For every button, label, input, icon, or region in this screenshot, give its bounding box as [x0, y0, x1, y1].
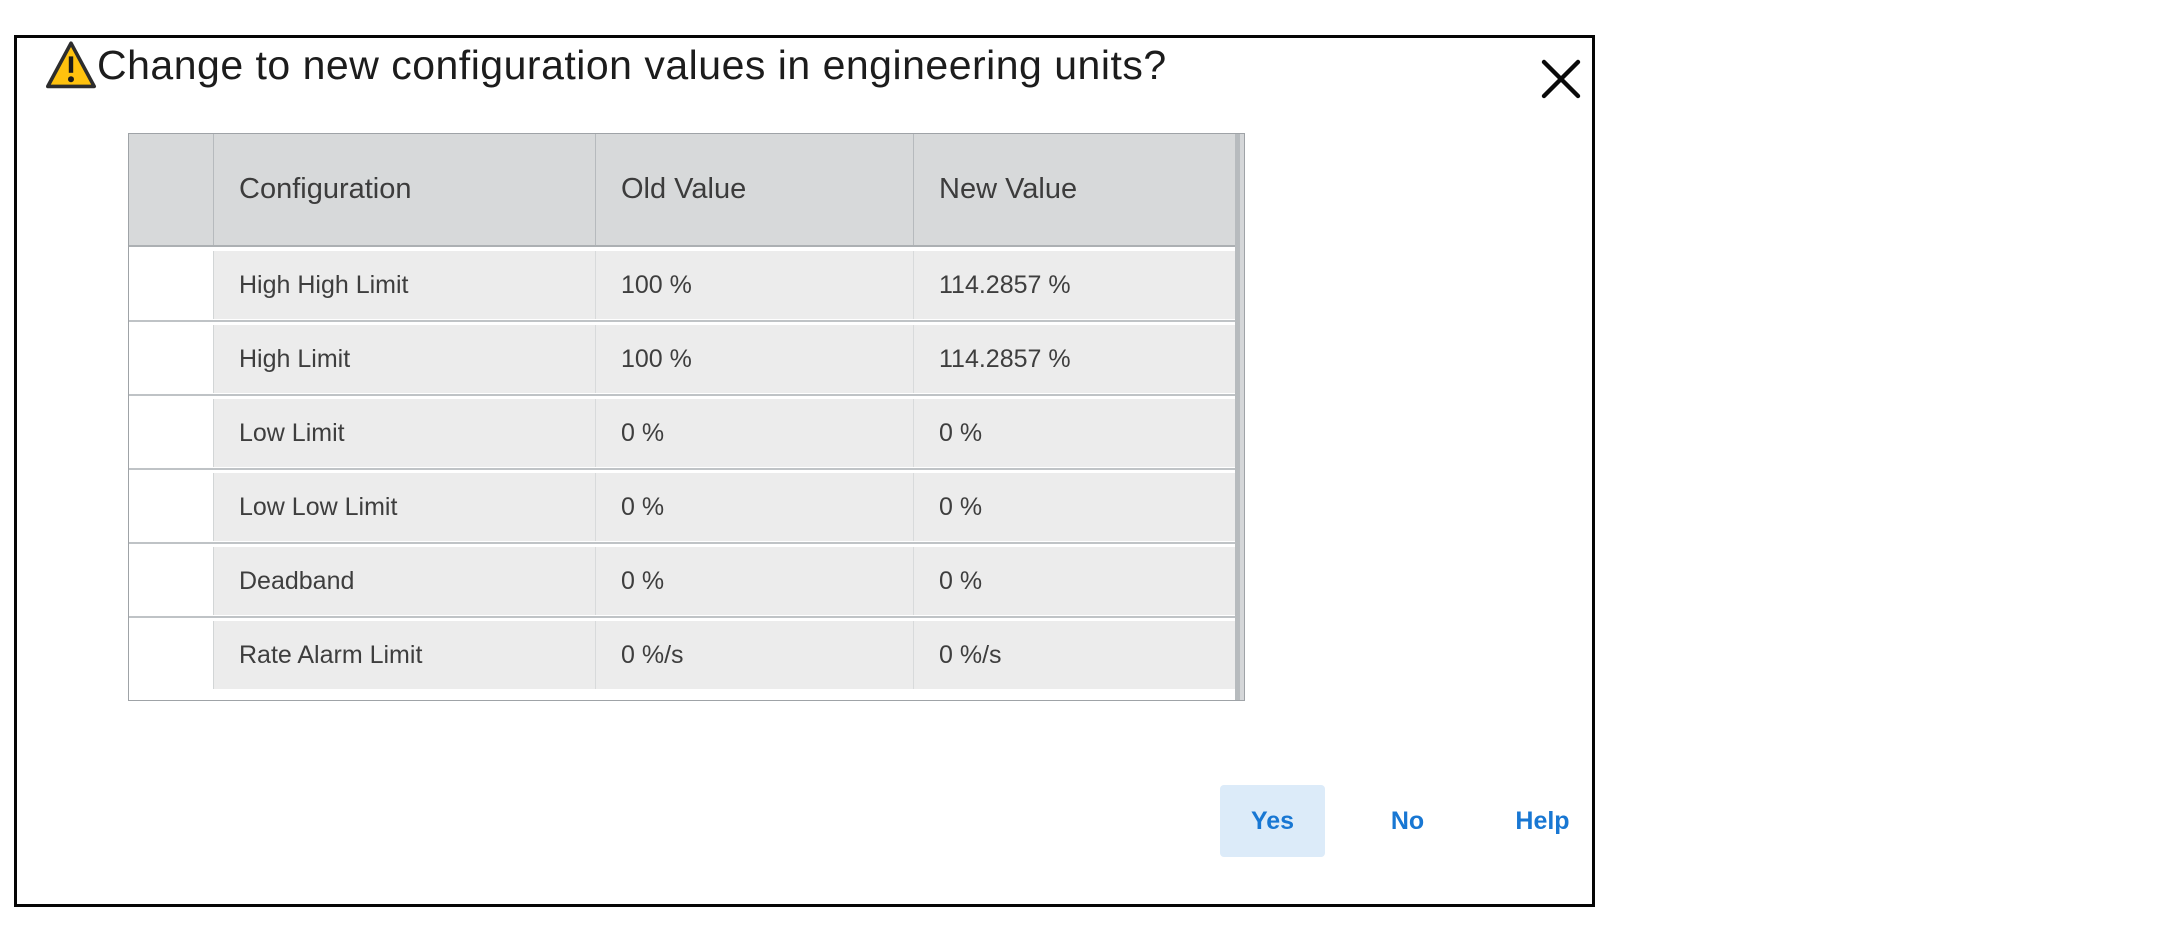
configuration-cell: Low Limit — [214, 399, 596, 467]
configuration-cell: High High Limit — [214, 251, 596, 319]
row-handle-cell — [129, 473, 214, 541]
row-handle-cell — [129, 251, 214, 319]
row-handle-header-cell — [129, 134, 214, 245]
new-value-cell: 0 % — [914, 547, 1235, 615]
vertical-scrollbar[interactable] — [1235, 134, 1244, 700]
table-header-row: Configuration Old Value New Value — [129, 134, 1235, 247]
close-button[interactable] — [1535, 53, 1587, 105]
row-handle-cell — [129, 621, 214, 689]
old-value-cell: 0 %/s — [596, 621, 914, 689]
new-value-cell: 0 % — [914, 473, 1235, 541]
configuration-cell: High Limit — [214, 325, 596, 393]
column-header-old-value: Old Value — [596, 134, 914, 245]
old-value-cell: 0 % — [596, 547, 914, 615]
row-separator — [129, 615, 1235, 621]
table-row: Low Low Limit 0 % 0 % — [129, 473, 1235, 541]
no-button[interactable]: No — [1355, 785, 1460, 857]
table-row: Rate Alarm Limit 0 %/s 0 %/s — [129, 621, 1235, 689]
close-icon — [1541, 59, 1581, 99]
configuration-cell: Rate Alarm Limit — [214, 621, 596, 689]
new-value-cell: 114.2857 % — [914, 325, 1235, 393]
row-separator — [129, 393, 1235, 399]
table-row: Deadband 0 % 0 % — [129, 547, 1235, 615]
warning-icon — [46, 41, 96, 89]
row-handle-cell — [129, 547, 214, 615]
old-value-cell: 0 % — [596, 473, 914, 541]
table-row: Low Limit 0 % 0 % — [129, 399, 1235, 467]
row-separator — [129, 541, 1235, 547]
row-handle-cell — [129, 399, 214, 467]
row-separator — [129, 319, 1235, 325]
row-separator — [129, 467, 1235, 473]
old-value-cell: 100 % — [596, 251, 914, 319]
column-header-configuration: Configuration — [214, 134, 596, 245]
new-value-cell: 0 % — [914, 399, 1235, 467]
column-header-new-value: New Value — [939, 173, 1078, 205]
confirmation-dialog: Change to new configuration values in en… — [14, 35, 1595, 907]
configuration-cell: Low Low Limit — [214, 473, 596, 541]
yes-button[interactable]: Yes — [1220, 785, 1325, 857]
help-button[interactable]: Help — [1490, 785, 1595, 857]
dialog-button-bar: Yes No Help — [1220, 785, 1595, 857]
dialog-title: Change to new configuration values in en… — [97, 42, 1167, 88]
new-value-cell: 0 %/s — [914, 621, 1235, 689]
config-table-grid: Configuration Old Value New Value High H… — [129, 134, 1235, 700]
dialog-header: Change to new configuration values in en… — [45, 38, 1167, 92]
table-row: High High Limit 100 % 114.2857 % — [129, 251, 1235, 319]
old-value-cell: 100 % — [596, 325, 914, 393]
configuration-cell: Deadband — [214, 547, 596, 615]
new-value-cell: 114.2857 % — [914, 251, 1235, 319]
config-table: Configuration Old Value New Value High H… — [128, 133, 1245, 701]
table-row: High Limit 100 % 114.2857 % — [129, 325, 1235, 393]
table-body: High High Limit 100 % 114.2857 % High Li… — [129, 247, 1235, 700]
row-handle-cell — [129, 325, 214, 393]
old-value-cell: 0 % — [596, 399, 914, 467]
